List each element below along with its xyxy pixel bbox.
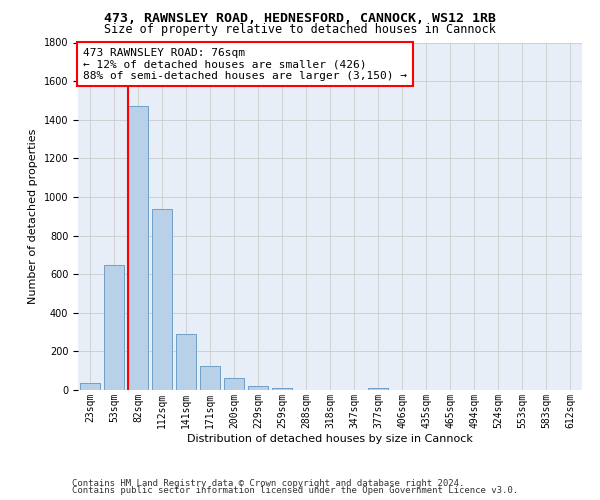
Text: 473 RAWNSLEY ROAD: 76sqm
← 12% of detached houses are smaller (426)
88% of semi-: 473 RAWNSLEY ROAD: 76sqm ← 12% of detach…: [83, 48, 407, 81]
Text: Size of property relative to detached houses in Cannock: Size of property relative to detached ho…: [104, 22, 496, 36]
Bar: [200, 366, 220, 390]
Bar: [152, 210, 172, 390]
Y-axis label: Number of detached properties: Number of detached properties: [28, 128, 38, 304]
Bar: [104, 264, 124, 390]
Bar: [176, 334, 196, 390]
Bar: [272, 388, 292, 390]
Bar: [248, 386, 268, 390]
X-axis label: Distribution of detached houses by size in Cannock: Distribution of detached houses by size …: [187, 434, 473, 444]
Bar: [368, 388, 388, 390]
Text: Contains public sector information licensed under the Open Government Licence v3: Contains public sector information licen…: [72, 486, 518, 495]
Bar: [80, 382, 100, 390]
Bar: [128, 106, 148, 390]
Text: Contains HM Land Registry data © Crown copyright and database right 2024.: Contains HM Land Registry data © Crown c…: [72, 478, 464, 488]
Bar: [224, 378, 244, 390]
Text: 473, RAWNSLEY ROAD, HEDNESFORD, CANNOCK, WS12 1RB: 473, RAWNSLEY ROAD, HEDNESFORD, CANNOCK,…: [104, 12, 496, 26]
